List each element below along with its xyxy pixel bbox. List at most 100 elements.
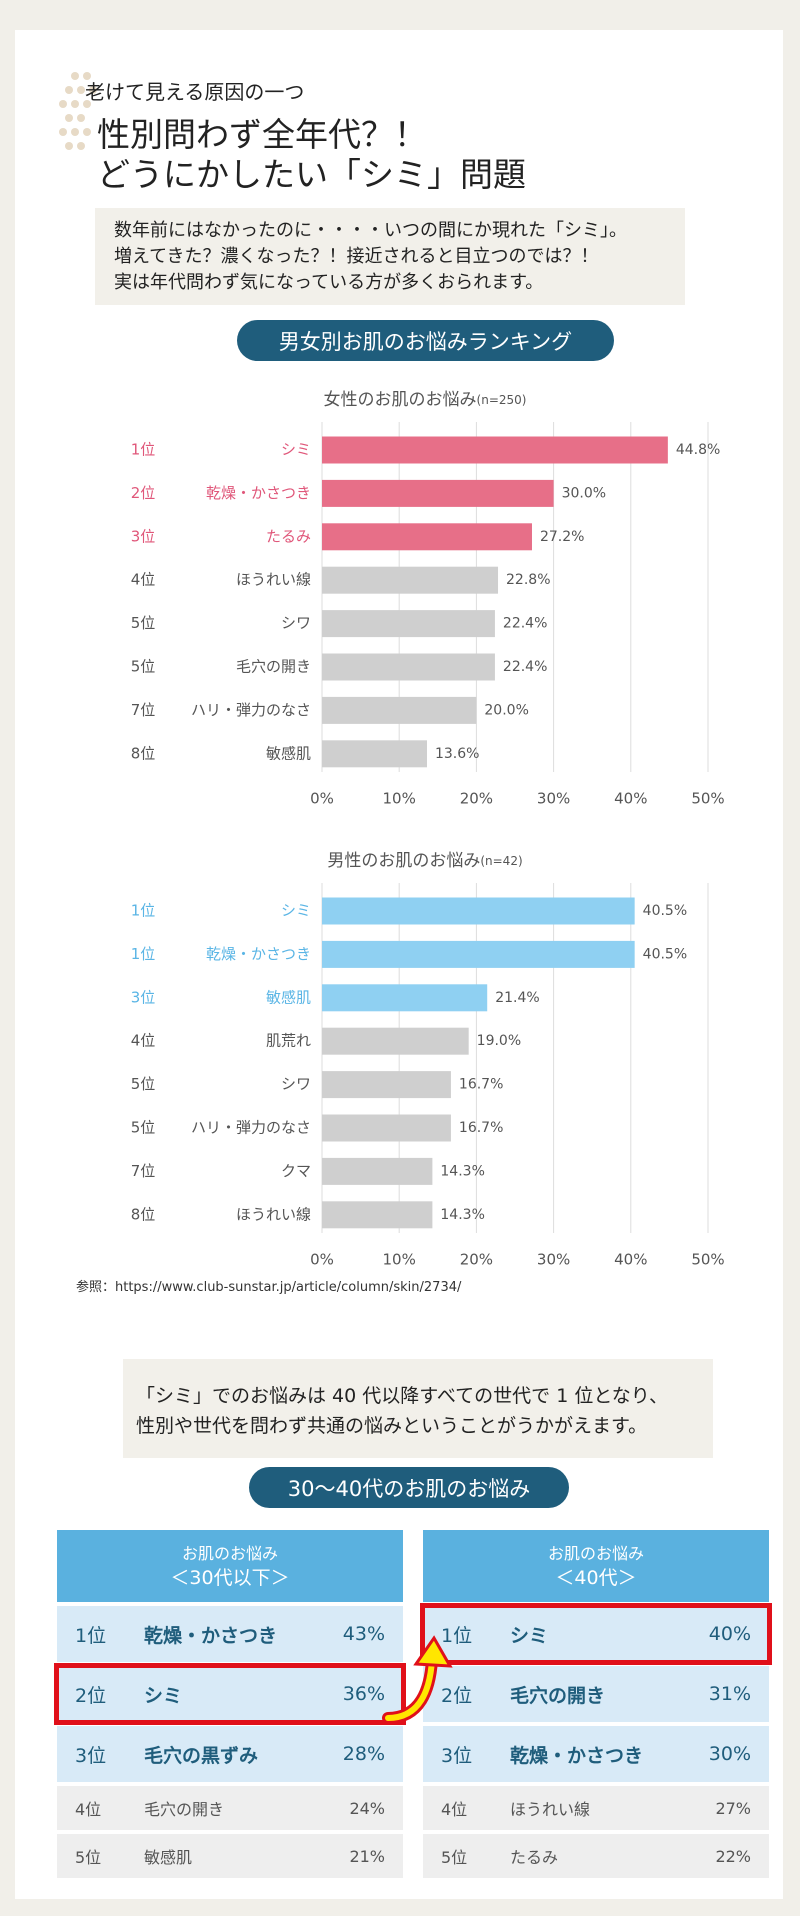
chart-note: (n=250) bbox=[477, 393, 527, 407]
intro-box: 数年前にはなかったのに・・・・いつの間にか現れた「シミ」。 増えてきた？濃くなっ… bbox=[95, 208, 685, 305]
table: お肌のお悩み ＜30代以下＞ 1位 乾燥・かさつき 43% 2位 シミ 36% 3位 毛穴の黒ずみ… bbox=[54, 1530, 406, 1882]
rank-label: 8位 bbox=[131, 744, 156, 762]
category-label: 敏感肌 bbox=[266, 744, 311, 762]
category-label: ハリ・弾力のなさ bbox=[191, 1119, 311, 1137]
arrow bbox=[382, 1635, 453, 1724]
rank-label: 1位 bbox=[131, 945, 156, 963]
reference: 参照：https://www.club-sunstar.jp/article/c… bbox=[76, 1280, 462, 1295]
cell: 43% bbox=[342, 1623, 385, 1645]
category-label: ほうれい線 bbox=[236, 571, 311, 589]
cell: 毛穴の開き bbox=[510, 1684, 606, 1707]
chart-title-text: 女性のお肌のお悩み bbox=[324, 390, 477, 410]
rank-label: 8位 bbox=[131, 1205, 156, 1223]
cell: 1位 bbox=[75, 1624, 107, 1647]
x-tick-label: 20% bbox=[460, 1251, 493, 1269]
cell: 31% bbox=[708, 1683, 751, 1705]
value-label: 22.8% bbox=[506, 572, 550, 588]
chart-title: 女性のお肌のお悩み(n=250) bbox=[324, 390, 527, 410]
table-row: 3位 毛穴の黒ずみ 28% bbox=[57, 1726, 403, 1782]
x-tick-label: 10% bbox=[383, 1251, 416, 1269]
section-heading: 男女別お肌のお悩みランキング bbox=[237, 320, 614, 361]
bar bbox=[322, 610, 495, 638]
value-label: 20.0% bbox=[484, 702, 528, 718]
x-tick-label: 30% bbox=[537, 1251, 570, 1269]
x-tick-label: 0% bbox=[310, 1251, 334, 1269]
rank-label: 5位 bbox=[131, 658, 156, 676]
bar bbox=[322, 984, 488, 1012]
bar bbox=[322, 940, 635, 968]
x-tick-label: 10% bbox=[383, 790, 416, 808]
cell: 24% bbox=[349, 1798, 385, 1818]
value-label: 19.0% bbox=[477, 1033, 521, 1049]
cell: 4位 bbox=[75, 1800, 102, 1819]
cell: 毛穴の開き bbox=[144, 1800, 225, 1819]
cell: 5位 bbox=[441, 1848, 468, 1867]
intro-line: 増えてきた？濃くなった？！接近されると目立つのでは？！ bbox=[114, 246, 599, 267]
cell: 乾燥・かさつき bbox=[144, 1624, 278, 1647]
header-text: お肌のお悩み bbox=[547, 1544, 644, 1563]
category-label: 肌荒れ bbox=[266, 1032, 311, 1050]
cell: 2位 bbox=[441, 1684, 473, 1707]
bar bbox=[322, 1157, 433, 1185]
cell: シミ bbox=[144, 1684, 183, 1707]
bar bbox=[322, 653, 495, 681]
cell: 2位 bbox=[75, 1684, 107, 1707]
rank-label: 5位 bbox=[131, 1119, 156, 1137]
intro-line: 数年前にはなかったのに・・・・いつの間にか現れた「シミ」。 bbox=[114, 220, 627, 241]
chart-note: (n=42) bbox=[480, 854, 522, 868]
table-row: 3位 乾燥・かさつき 30% bbox=[423, 1726, 769, 1782]
cell: 36% bbox=[342, 1683, 385, 1705]
value-label: 22.4% bbox=[503, 616, 547, 632]
x-tick-label: 0% bbox=[310, 790, 334, 808]
rank-label: 2位 bbox=[131, 484, 156, 502]
section-heading: 30〜40代のお肌のお悩み bbox=[249, 1467, 569, 1508]
cell: たるみ bbox=[510, 1848, 559, 1867]
cell: 28% bbox=[342, 1743, 385, 1765]
header-text: ＜40代＞ bbox=[555, 1567, 637, 1589]
cell: 毛穴の黒ずみ bbox=[144, 1744, 259, 1767]
x-tick-label: 20% bbox=[460, 790, 493, 808]
category-label: クマ bbox=[281, 1162, 311, 1180]
category-label: シミ bbox=[281, 441, 311, 459]
cell: 敏感肌 bbox=[144, 1848, 193, 1867]
rank-label: 7位 bbox=[131, 701, 156, 719]
bar bbox=[322, 740, 427, 768]
rank-label: 1位 bbox=[131, 441, 156, 459]
table-row: 5位 敏感肌 21% bbox=[57, 1834, 403, 1878]
bar bbox=[322, 479, 554, 507]
value-label: 13.6% bbox=[435, 746, 479, 762]
rank-label: 3位 bbox=[131, 527, 156, 545]
category-label: シミ bbox=[281, 902, 311, 920]
table-row: 1位 乾燥・かさつき 43% bbox=[57, 1606, 403, 1662]
table-header: お肌のお悩み ＜30代以下＞ bbox=[57, 1530, 403, 1602]
table-row: 4位 毛穴の開き 24% bbox=[57, 1786, 403, 1830]
value-label: 14.3% bbox=[440, 1207, 484, 1223]
bar bbox=[322, 696, 477, 724]
cell: 3位 bbox=[441, 1744, 473, 1767]
summary-line: 「シミ」でのお悩みは 40 代以降すべての世代で 1 位となり、 bbox=[136, 1385, 669, 1407]
category-label: 敏感肌 bbox=[266, 988, 311, 1006]
header-text: お肌のお悩み bbox=[181, 1544, 278, 1563]
value-label: 27.2% bbox=[540, 529, 584, 545]
cell: 30% bbox=[708, 1743, 751, 1765]
kicker: 老けて見える原因の一つ bbox=[85, 80, 305, 104]
table-row: 2位 シミ 36% bbox=[54, 1663, 406, 1725]
value-label: 44.8% bbox=[676, 442, 720, 458]
category-label: ハリ・弾力のなさ bbox=[191, 701, 311, 719]
title-line: 性別問わず全年代？！ bbox=[97, 115, 427, 154]
table-row: 4位 ほうれい線 27% bbox=[423, 1786, 769, 1830]
rank-label: 5位 bbox=[131, 1075, 156, 1093]
value-label: 40.5% bbox=[643, 903, 687, 919]
category-label: ほうれい線 bbox=[236, 1205, 311, 1223]
category-label: 毛穴の開き bbox=[236, 658, 311, 676]
decoration-dots bbox=[59, 72, 97, 150]
bar bbox=[322, 897, 635, 925]
category-label: シワ bbox=[281, 614, 311, 632]
cell: 40% bbox=[708, 1623, 751, 1645]
cell: 乾燥・かさつき bbox=[510, 1744, 644, 1767]
category-label: 乾燥・かさつき bbox=[206, 484, 311, 502]
bar bbox=[322, 523, 532, 551]
value-label: 30.0% bbox=[562, 485, 606, 501]
summary-line: 性別や世代を問わず共通の悩みということがうかがえます。 bbox=[136, 1415, 648, 1437]
rank-label: 4位 bbox=[131, 571, 156, 589]
